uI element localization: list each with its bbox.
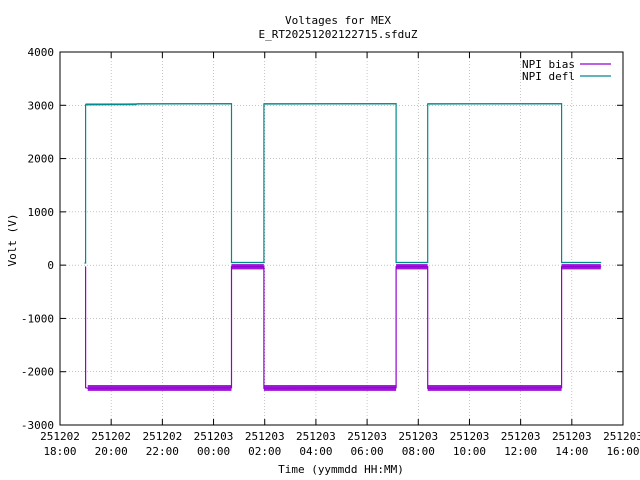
data-point	[427, 387, 429, 389]
data-point	[230, 103, 232, 105]
x-tick-label-date: 251203	[347, 430, 387, 443]
y-tick-label: 1000	[28, 206, 55, 219]
data-point	[85, 262, 87, 264]
y-tick-label: -2000	[21, 366, 54, 379]
data-point	[263, 266, 265, 268]
x-tick-label-time: 20:00	[95, 445, 128, 458]
data-point	[230, 261, 232, 263]
x-tick-label-time: 10:00	[453, 445, 486, 458]
y-tick-label: -3000	[21, 419, 54, 432]
data-point	[87, 387, 89, 389]
x-tick-label-date: 251203	[450, 430, 490, 443]
x-tick-label-date: 251202	[40, 430, 80, 443]
data-point	[263, 103, 265, 105]
data-point	[561, 261, 563, 263]
y-tick-label: -1000	[21, 312, 54, 325]
x-tick-label-time: 16:00	[606, 445, 639, 458]
data-point	[263, 261, 265, 263]
data-point	[561, 266, 563, 268]
plot-frame	[59, 51, 624, 426]
x-tick-label-time: 14:00	[555, 445, 588, 458]
data-point	[395, 387, 397, 389]
data-point	[85, 266, 87, 268]
series-npi-bias	[84, 264, 602, 391]
chart-title: Voltages for MEX	[285, 14, 391, 27]
y-tick-label: 4000	[28, 46, 55, 59]
x-tick-label-time: 22:00	[146, 445, 179, 458]
data-point	[600, 266, 602, 268]
series-line	[84, 266, 601, 389]
y-tick-label: 0	[47, 259, 54, 272]
series-npi-defl	[84, 103, 602, 264]
x-tick-label-date: 251203	[245, 430, 285, 443]
x-tick-label-time: 02:00	[248, 445, 281, 458]
data-point	[84, 262, 86, 264]
data-point	[561, 387, 563, 389]
y-tick-label: 2000	[28, 153, 55, 166]
legend-label: NPI bias	[522, 58, 575, 71]
x-tick-label-time: 18:00	[43, 445, 76, 458]
x-tick-label-date: 251202	[142, 430, 182, 443]
axis-ticks: 40003000200010000-1000-2000-300025120218…	[21, 46, 640, 458]
data-point	[136, 103, 138, 105]
x-tick-label-date: 251202	[91, 430, 131, 443]
data-point	[85, 104, 87, 106]
chart-subtitle: E_RT20251202122715.sfduZ	[259, 28, 418, 41]
x-tick-label-time: 06:00	[351, 445, 384, 458]
data-point	[230, 266, 232, 268]
legend-label: NPI defl	[522, 70, 575, 83]
data-point	[395, 266, 397, 268]
data-point	[395, 261, 397, 263]
x-tick-label-time: 12:00	[504, 445, 537, 458]
x-tick-label-date: 251203	[501, 430, 541, 443]
x-tick-label-date: 251203	[552, 430, 592, 443]
x-tick-label-date: 251203	[296, 430, 336, 443]
data-point	[600, 261, 602, 263]
data-point	[85, 387, 87, 389]
y-axis-label: Volt (V)	[6, 214, 19, 267]
data-point	[263, 387, 265, 389]
series-layer	[84, 103, 602, 391]
x-tick-label-date: 251203	[194, 430, 234, 443]
x-tick-label-time: 00:00	[197, 445, 230, 458]
data-point	[427, 261, 429, 263]
x-tick-label-time: 08:00	[402, 445, 435, 458]
data-point	[427, 266, 429, 268]
data-point	[427, 103, 429, 105]
x-tick-label-time: 04:00	[299, 445, 332, 458]
x-axis-label: Time (yymmdd HH:MM)	[278, 463, 404, 476]
data-point	[561, 103, 563, 105]
data-point	[230, 387, 232, 389]
x-tick-label-date: 251203	[398, 430, 438, 443]
y-tick-label: 3000	[28, 99, 55, 112]
grid	[60, 52, 623, 425]
data-point	[395, 103, 397, 105]
x-tick-label-date: 251203	[603, 430, 640, 443]
